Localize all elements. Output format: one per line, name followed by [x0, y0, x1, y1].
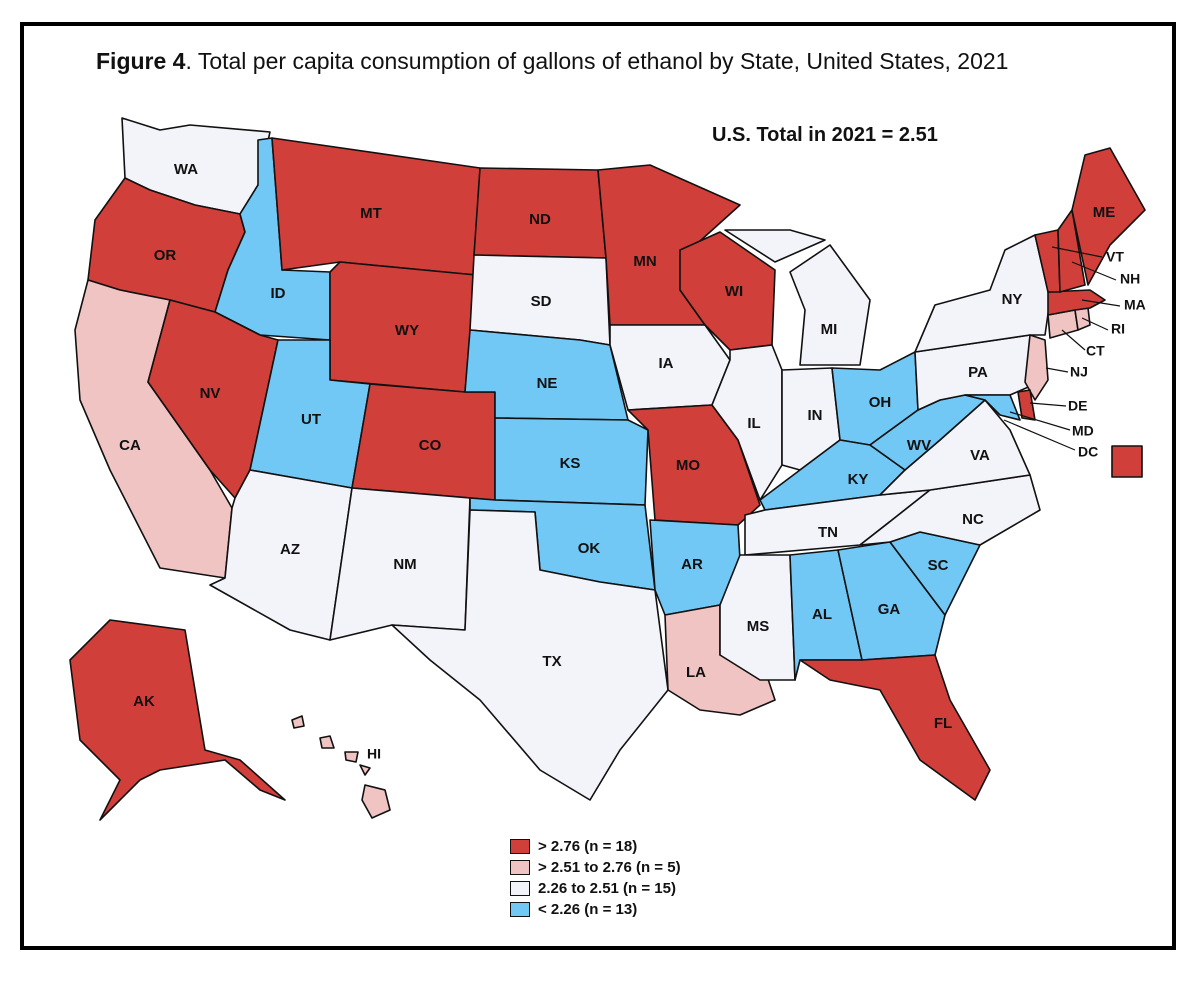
- label-az: AZ: [280, 541, 300, 558]
- label-mt: MT: [360, 205, 382, 222]
- label-fl: FL: [934, 715, 952, 732]
- legend-swatch: [510, 902, 530, 917]
- label-ga: GA: [878, 601, 901, 618]
- state-ri[interactable]: [1074, 307, 1091, 331]
- label-ar: AR: [681, 556, 703, 573]
- label-al: AL: [812, 606, 832, 623]
- label-ut: UT: [301, 411, 321, 428]
- label-nj: NJ: [1070, 364, 1088, 380]
- label-oh: OH: [869, 394, 892, 411]
- label-il: IL: [747, 415, 760, 432]
- state-me[interactable]: [1071, 147, 1146, 286]
- label-ri: RI: [1111, 321, 1125, 337]
- label-ky: KY: [848, 471, 869, 488]
- label-ct: CT: [1086, 343, 1105, 359]
- legend: > 2.76 (n = 18) > 2.51 to 2.76 (n = 5) 2…: [510, 836, 681, 920]
- label-mn: MN: [633, 253, 656, 270]
- label-wi: WI: [725, 283, 743, 300]
- label-pa: PA: [968, 364, 988, 381]
- us-total-label: U.S. Total in 2021 = 2.51: [712, 124, 938, 146]
- state-hi[interactable]: [291, 715, 391, 819]
- figure-title-rest: . Total per capita consumption of gallon…: [185, 48, 1009, 74]
- label-ms: MS: [747, 618, 770, 635]
- label-mo: MO: [676, 457, 700, 474]
- label-nh: NH: [1120, 271, 1140, 287]
- label-ks: KS: [560, 455, 581, 472]
- label-md: MD: [1072, 423, 1094, 439]
- label-wy: WY: [395, 322, 419, 339]
- label-or: OR: [154, 247, 177, 264]
- label-me: ME: [1093, 204, 1116, 221]
- legend-swatch: [510, 881, 530, 896]
- state-dc[interactable]: [1111, 445, 1143, 478]
- label-va: VA: [970, 447, 990, 464]
- legend-item: 2.26 to 2.51 (n = 15): [510, 878, 681, 899]
- label-hi: HI: [367, 746, 381, 762]
- label-ma: MA: [1124, 297, 1146, 313]
- legend-label: > 2.76 (n = 18): [538, 838, 638, 855]
- label-ne: NE: [537, 375, 558, 392]
- label-in: IN: [808, 407, 823, 424]
- state-labels: WA OR CA ID NV MT WY UT AZ CO NM ND SD N…: [119, 161, 1146, 762]
- legend-item: > 2.51 to 2.76 (n = 5): [510, 857, 681, 878]
- legend-item: < 2.26 (n = 13): [510, 899, 681, 920]
- label-vt: VT: [1106, 249, 1124, 265]
- legend-swatch: [510, 839, 530, 854]
- label-nv: NV: [200, 385, 221, 402]
- label-nc: NC: [962, 511, 984, 528]
- label-ok: OK: [578, 540, 601, 557]
- label-sc: SC: [928, 557, 949, 574]
- state-ak[interactable]: [69, 619, 286, 821]
- state-ma[interactable]: [1047, 289, 1106, 316]
- label-nd: ND: [529, 211, 551, 228]
- figure-title-bold: Figure 4: [96, 48, 186, 74]
- label-wv: WV: [907, 437, 931, 454]
- label-dc: DC: [1078, 444, 1098, 460]
- label-tx: TX: [542, 653, 561, 670]
- label-tn: TN: [818, 524, 838, 541]
- label-ca: CA: [119, 437, 141, 454]
- label-id: ID: [271, 285, 286, 302]
- state-nj[interactable]: [1024, 334, 1049, 401]
- label-sd: SD: [531, 293, 552, 310]
- legend-label: > 2.51 to 2.76 (n = 5): [538, 859, 681, 876]
- label-ny: NY: [1002, 291, 1023, 308]
- state-md[interactable]: [964, 394, 1021, 421]
- legend-label: 2.26 to 2.51 (n = 15): [538, 880, 676, 897]
- label-mi: MI: [821, 321, 838, 338]
- legend-item: > 2.76 (n = 18): [510, 836, 681, 857]
- state-tx[interactable]: [391, 509, 669, 801]
- state-mi[interactable]: [724, 229, 871, 366]
- state-ks[interactable]: [494, 417, 649, 506]
- legend-swatch: [510, 860, 530, 875]
- state-fl[interactable]: [799, 654, 991, 801]
- label-wa: WA: [174, 161, 198, 178]
- label-de: DE: [1068, 398, 1087, 414]
- label-co: CO: [419, 437, 442, 454]
- label-nm: NM: [393, 556, 416, 573]
- label-ak: AK: [133, 693, 155, 710]
- legend-label: < 2.26 (n = 13): [538, 901, 638, 918]
- label-la: LA: [686, 664, 706, 681]
- label-ia: IA: [659, 355, 674, 372]
- figure-title: Figure 4. Total per capita consumption o…: [96, 48, 1008, 75]
